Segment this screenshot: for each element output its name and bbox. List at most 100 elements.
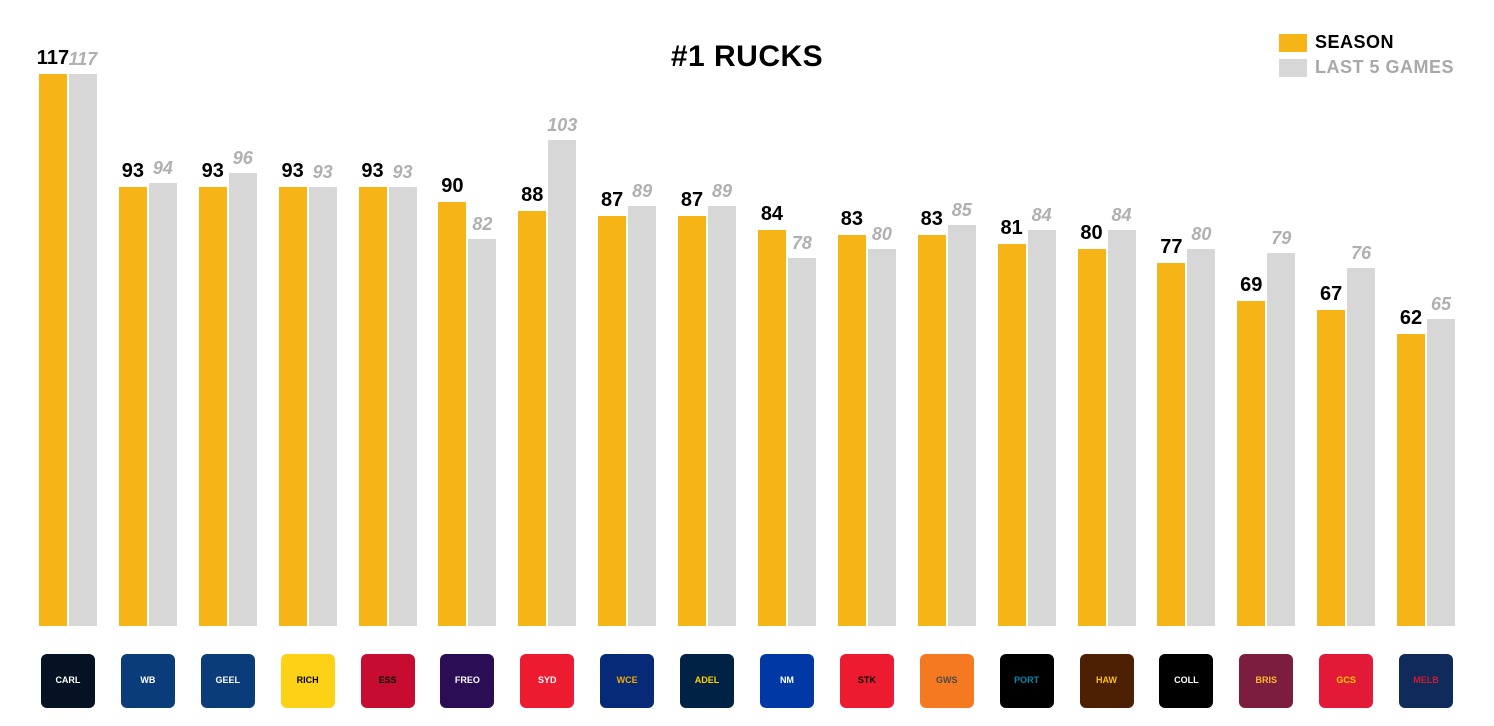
last5-value-label: 85 [937, 200, 987, 221]
team-logo: STK [840, 654, 894, 708]
team-logo-icon: WCE [596, 650, 658, 712]
last5-bar: 117 [69, 74, 97, 626]
team-logo: PORT [1000, 654, 1054, 708]
last5-value-label: 84 [1097, 205, 1147, 226]
team-logo: WB [121, 654, 175, 708]
bar-group: 9396 [199, 173, 257, 626]
team-logo: RICH [281, 654, 335, 708]
season-bar: 69 [1237, 301, 1265, 626]
last5-bar: 85 [948, 225, 976, 626]
last5-bar: 93 [309, 187, 337, 626]
last5-value-label: 89 [697, 181, 747, 202]
team-logo-icon: MELB [1395, 650, 1457, 712]
season-bar: 77 [1157, 263, 1185, 626]
season-bar: 83 [838, 235, 866, 626]
team-logo-icon: COLL [1155, 650, 1217, 712]
legend-swatch-season [1279, 34, 1307, 52]
team-logo: GWS [920, 654, 974, 708]
season-bar: 83 [918, 235, 946, 626]
bar-group: 8184 [998, 230, 1056, 626]
season-bar: 87 [678, 216, 706, 626]
legend-label-season: SEASON [1315, 32, 1394, 53]
last5-bar: 78 [788, 258, 816, 626]
season-bar: 90 [438, 202, 466, 627]
bar-group: 117117 [39, 74, 97, 626]
bar-group: 8084 [1078, 230, 1136, 626]
last5-bar: 94 [149, 183, 177, 626]
team-logo: HAW [1080, 654, 1134, 708]
bar-group: 8789 [598, 206, 656, 626]
season-bar: 93 [199, 187, 227, 626]
team-logo-icon: SYD [516, 650, 578, 712]
bar-group: 6265 [1397, 319, 1455, 626]
team-logo-icon: PORT [996, 650, 1058, 712]
season-bar: 88 [518, 211, 546, 626]
last5-bar: 84 [1028, 230, 1056, 626]
last5-value-label: 103 [537, 115, 587, 136]
team-logo: WCE [600, 654, 654, 708]
last5-bar: 96 [229, 173, 257, 626]
last5-value-label: 84 [1017, 205, 1067, 226]
last5-value-label: 78 [777, 233, 827, 254]
team-logo-icon: GWS [916, 650, 978, 712]
team-logo-icon: GCS [1315, 650, 1377, 712]
last5-bar: 89 [628, 206, 656, 626]
team-logo: GCS [1319, 654, 1373, 708]
team-logo-icon: GEEL [197, 650, 259, 712]
last5-value-label: 93 [298, 162, 348, 183]
bar-group: 6776 [1317, 268, 1375, 626]
season-value-label: 90 [427, 175, 477, 198]
last5-bar: 84 [1108, 230, 1136, 626]
team-logo-icon: STK [836, 650, 898, 712]
last5-value-label: 93 [378, 162, 428, 183]
last5-value-label: 96 [218, 148, 268, 169]
bar-group: 8478 [758, 230, 816, 626]
season-bar: 84 [758, 230, 786, 626]
last5-value-label: 65 [1416, 294, 1466, 315]
team-logo: ADEL [680, 654, 734, 708]
season-bar: 117 [39, 74, 67, 626]
bar-group: 7780 [1157, 249, 1215, 626]
team-logo: BRIS [1239, 654, 1293, 708]
team-logo-icon: WB [117, 650, 179, 712]
team-logo-icon: BRIS [1235, 650, 1297, 712]
last5-value-label: 82 [457, 214, 507, 235]
team-logo-icon: RICH [277, 650, 339, 712]
last5-bar: 82 [468, 239, 496, 626]
last5-bar: 89 [708, 206, 736, 626]
team-logo: CARL [41, 654, 95, 708]
last5-value-label: 117 [58, 49, 108, 70]
last5-value-label: 89 [617, 181, 667, 202]
last5-bar: 93 [389, 187, 417, 626]
season-bar: 93 [279, 187, 307, 626]
season-value-label: 84 [747, 203, 797, 226]
team-logo-icon: ADEL [676, 650, 738, 712]
team-logo: MELB [1399, 654, 1453, 708]
last5-bar: 76 [1347, 268, 1375, 626]
last5-value-label: 79 [1256, 228, 1306, 249]
season-bar: 87 [598, 216, 626, 626]
team-logo: NM [760, 654, 814, 708]
last5-value-label: 94 [138, 158, 188, 179]
x-axis: CARL WB GEEL RICH ESS FREO SYD WCE ADEL NM STK GWS P… [28, 636, 1466, 712]
team-logo-icon: HAW [1076, 650, 1138, 712]
last5-bar: 80 [1187, 249, 1215, 626]
bar-group: 9082 [438, 202, 496, 627]
bar-group: 9393 [359, 187, 417, 626]
season-bar: 81 [998, 244, 1026, 626]
legend-item-season: SEASON [1279, 32, 1454, 53]
team-logo: COLL [1159, 654, 1213, 708]
bar-group: 8789 [678, 206, 736, 626]
team-logo-icon: FREO [436, 650, 498, 712]
bar-group: 88103 [518, 140, 576, 626]
last5-value-label: 80 [1176, 224, 1226, 245]
team-logo: GEEL [201, 654, 255, 708]
bar-group: 9394 [119, 183, 177, 626]
team-logo: ESS [361, 654, 415, 708]
last5-bar: 65 [1427, 319, 1455, 626]
season-bar: 80 [1078, 249, 1106, 626]
last5-bar: 80 [868, 249, 896, 626]
chart-plot-area: 1171179394939693939393908288103878987898… [28, 60, 1466, 626]
season-bar: 67 [1317, 310, 1345, 626]
team-logo-icon: CARL [37, 650, 99, 712]
